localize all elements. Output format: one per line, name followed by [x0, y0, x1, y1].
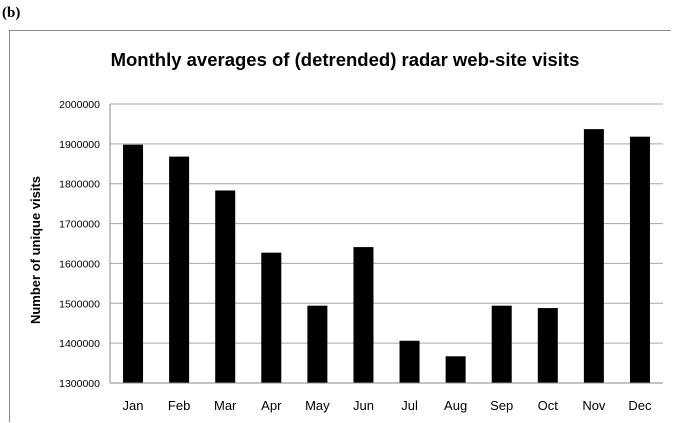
panel-label: (b)	[2, 5, 21, 21]
y-tick-label: 1400000	[59, 338, 100, 350]
x-tick-label: Feb	[168, 398, 190, 413]
chart-frame	[9, 30, 671, 422]
bar-dec	[629, 136, 650, 383]
bar-feb	[169, 156, 190, 383]
x-tick-label: Jan	[123, 398, 144, 413]
x-tick-label: Jun	[353, 398, 374, 413]
bar-may	[307, 305, 328, 383]
bars	[123, 129, 650, 383]
x-tick-label: Mar	[214, 398, 237, 413]
bar-aug	[445, 356, 466, 383]
x-tick-label: Aug	[444, 398, 467, 413]
bar-mar	[215, 190, 236, 383]
x-tick-label: May	[305, 398, 330, 413]
bar-jul	[399, 340, 420, 383]
y-tick-label: 1800000	[59, 179, 100, 191]
y-tick-label: 1700000	[59, 219, 100, 231]
gridlines	[110, 103, 663, 344]
x-tick-label: Dec	[628, 398, 652, 413]
x-tick-label: Sep	[490, 398, 513, 413]
y-tick-label: 2000000	[59, 99, 100, 111]
bar-apr	[261, 252, 282, 383]
x-tick-label: Apr	[261, 398, 282, 413]
bar-jan	[123, 144, 144, 383]
y-tick-labels: 1300000 1400000 1500000 1600000 1700000 18000…	[59, 99, 100, 390]
x-tick-label: Oct	[538, 398, 559, 413]
bar-sep	[491, 305, 512, 383]
y-axis-label: Number of unique visits	[28, 176, 43, 324]
x-tick-label: Jul	[401, 398, 418, 413]
y-tick-label: 1900000	[59, 139, 100, 151]
x-tick-label: Nov	[582, 398, 606, 413]
bar-jun	[353, 247, 374, 383]
bar-nov	[583, 129, 604, 383]
y-tick-label: 1600000	[59, 258, 100, 270]
chart-title: Monthly averages of (detrended) radar we…	[111, 49, 580, 70]
bar-oct	[537, 308, 558, 383]
y-tick-label: 1300000	[59, 378, 100, 390]
y-tick-label: 1500000	[59, 298, 100, 310]
x-tick-labels: Jan Feb Mar Apr May Jun Jul Aug Sep Oct Nov Dec	[123, 398, 652, 413]
